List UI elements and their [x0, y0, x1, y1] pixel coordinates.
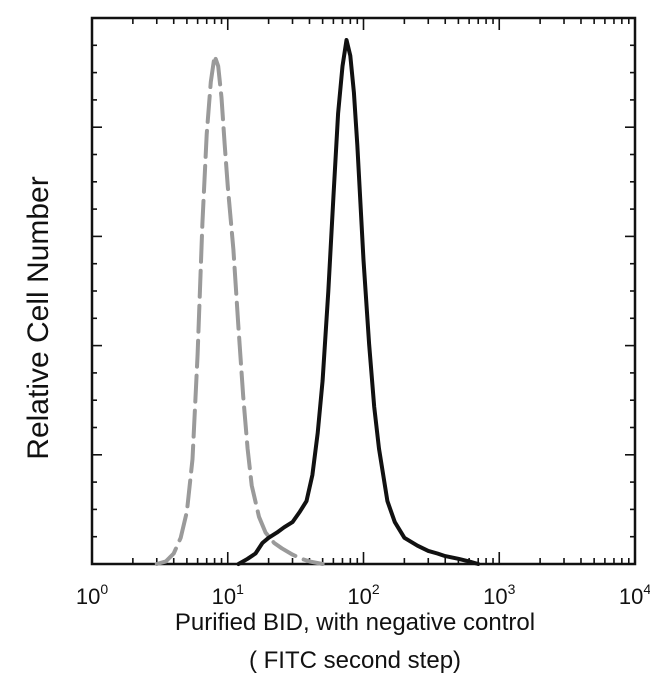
plot-frame [90, 16, 637, 566]
x-tick-label: 100 [76, 581, 108, 609]
series-layer [154, 38, 481, 566]
x-axis-ticks [91, 18, 636, 564]
sample-histogram-line [236, 38, 481, 566]
y-axis-ticks [92, 44, 635, 565]
x-tick-label: 101 [212, 581, 244, 609]
control-histogram-line [154, 53, 325, 566]
x-axis-sublabel: ( FITC second step) [249, 647, 461, 674]
x-axis-label: Purified BID, with negative control [175, 609, 535, 636]
x-tick-label: 102 [347, 581, 379, 609]
x-tick-label: 104 [619, 581, 650, 609]
x-axis-tick-labels: 100 101 102 103 104 [76, 581, 650, 609]
y-axis-label: Relative Cell Number [22, 176, 55, 459]
x-tick-label: 103 [483, 581, 515, 609]
